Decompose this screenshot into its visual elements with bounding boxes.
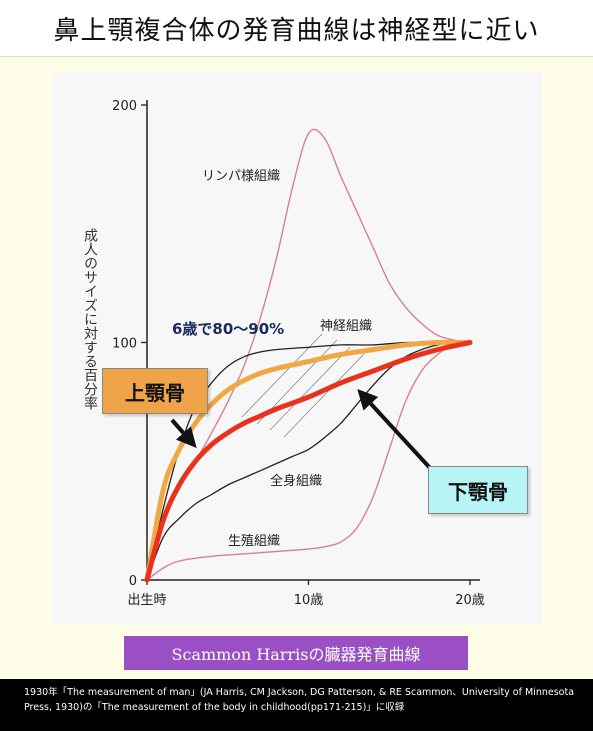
hatch-line <box>283 353 365 438</box>
series-line-genital <box>146 341 471 581</box>
page-title: 鼻上顎複合体の発育曲線は神経型に近い <box>53 15 540 46</box>
y-tick-label: 200 <box>112 99 137 114</box>
curve-label-lymph: リンパ様組織 <box>202 169 280 184</box>
upper-jaw-callout: 上顎骨 <box>102 368 208 414</box>
hatch-line <box>269 346 351 431</box>
x-tick-label: 10歳 <box>294 593 324 608</box>
series-line-lower_jaw <box>144 340 473 583</box>
lower-jaw-callout: 下顎骨 <box>428 466 528 514</box>
y-tick-label: 100 <box>112 337 137 352</box>
x-tick-label: 出生時 <box>127 593 166 608</box>
curve-label-genital: 生殖組織 <box>228 533 280 549</box>
percent-annotation: 6歳で80～90% <box>172 320 285 338</box>
title-bar: 鼻上顎複合体の発育曲線は神経型に近い <box>0 0 593 57</box>
series-line-general <box>146 341 471 581</box>
curve-label-general: 全身組織 <box>270 473 322 489</box>
x-tick-label: 20歳 <box>455 593 485 608</box>
y-axis-label: 成人のサイズに対する百分率 <box>82 228 98 410</box>
upper-jaw-arrow <box>170 418 197 449</box>
chart-caption: Scammon Harrisの臓器発育曲線 <box>124 636 468 670</box>
curve-label-neural: 神経組織 <box>320 319 372 334</box>
lower-jaw-arrow <box>357 389 432 470</box>
citation-footer: 1930年「The measurement of man」(JA Harris,… <box>0 679 593 731</box>
citation-line-1: 1930年「The measurement of man」(JA Harris,… <box>24 687 575 698</box>
chart-panel: 0 100 200 出生時 10歳 20歳 リンパ様組織神経組織全身組織生殖組織 <box>52 72 542 624</box>
y-tick-label: 0 <box>129 574 137 589</box>
citation-line-2: Press, 1930)の「The measurement of the bod… <box>24 702 405 713</box>
